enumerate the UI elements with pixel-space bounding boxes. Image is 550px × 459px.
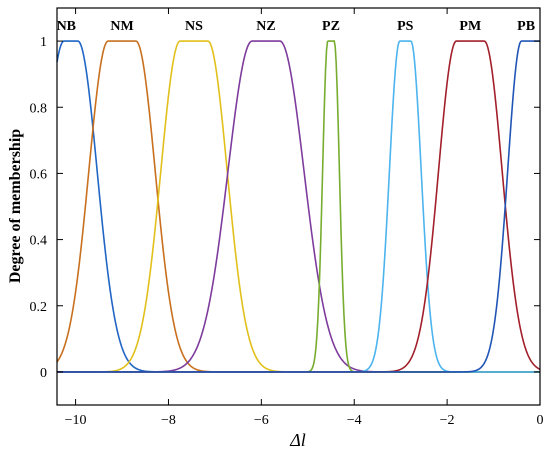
plot-background — [57, 8, 540, 405]
set-label-pm: PM — [459, 19, 481, 34]
x-tick-label: −8 — [161, 413, 176, 428]
y-tick-label: 0 — [40, 366, 47, 381]
x-tick-label: −10 — [65, 413, 87, 428]
y-tick-label: 0.4 — [30, 234, 48, 249]
curves-layer — [56, 40, 541, 373]
y-tick-label: 0.6 — [30, 167, 48, 182]
x-tick-label: −2 — [440, 413, 455, 428]
x-tick-label: 0 — [537, 413, 544, 428]
y-tick-label: 1 — [40, 35, 47, 50]
set-label-ps: PS — [397, 19, 414, 34]
set-label-pz: PZ — [322, 19, 340, 34]
x-axis-ticks: −10 −8 −6 −4 −2 0 — [65, 8, 544, 428]
y-axis-title: Degree of membership — [7, 129, 24, 283]
y-axis-ticks: 0 0.2 0.4 0.6 0.8 1 — [30, 35, 540, 381]
set-label-nb: NB — [57, 19, 76, 34]
set-label-ns: NS — [185, 19, 203, 34]
x-tick-label: −4 — [347, 413, 362, 428]
set-label-nz: NZ — [256, 19, 275, 34]
plot-frame — [56, 7, 541, 406]
x-axis-title: Δl — [289, 430, 306, 450]
set-label-nm: NM — [110, 19, 133, 34]
y-tick-label: 0.2 — [30, 300, 48, 315]
set-label-pb: PB — [517, 19, 535, 34]
set-labels-layer: NB NM NS NZ PZ PS PM PB — [57, 19, 535, 34]
y-tick-label: 0.8 — [30, 101, 48, 116]
x-tick-label: −6 — [254, 413, 269, 428]
series-line-pb — [57, 40, 540, 373]
